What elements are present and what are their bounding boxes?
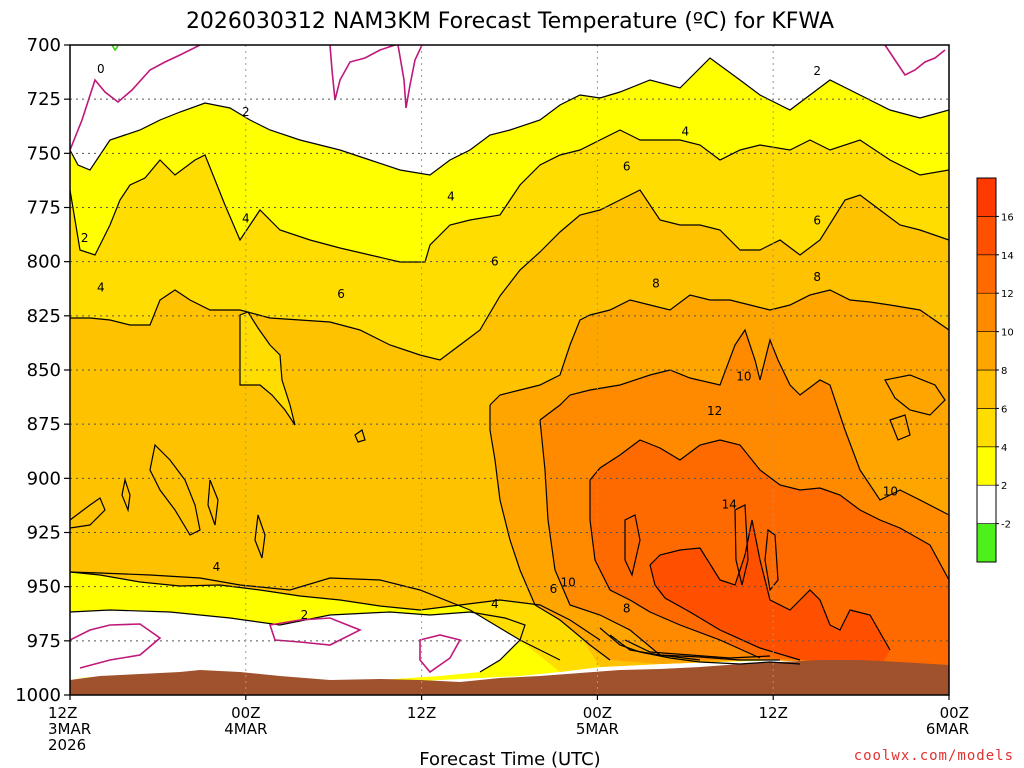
y-tick-label: 825 xyxy=(27,306,61,327)
x-tick-label: 4MAR xyxy=(224,720,267,738)
colorbar-swatch xyxy=(976,216,997,256)
x-axis-label: Forecast Time (UTC) xyxy=(419,749,600,768)
colorbar: -2 2 4 6 8 10 12 14 16 xyxy=(976,177,1014,563)
colorbar-swatch xyxy=(976,446,997,486)
colorbar-tick-label: 2 xyxy=(1001,481,1007,492)
contour-label: 8 xyxy=(813,270,821,284)
y-tick-label: 775 xyxy=(27,198,61,219)
contour-label: 0 xyxy=(97,62,105,76)
field-4-6-island xyxy=(240,312,295,425)
y-tick-label: 975 xyxy=(27,631,61,652)
contour-label: 4 xyxy=(681,125,689,139)
colorbar-swatch xyxy=(976,523,997,563)
colorbar-swatch xyxy=(976,484,997,524)
x-tick-label: 12Z xyxy=(759,704,788,722)
y-tick-label: 725 xyxy=(27,89,61,110)
contour-label: 2 xyxy=(813,64,821,78)
colorbar-tick-label: 8 xyxy=(1001,366,1007,377)
x-tick-label: 00Z xyxy=(940,704,969,722)
colorbar-tick-label: 14 xyxy=(1001,251,1014,262)
y-tick-label: 875 xyxy=(27,414,61,435)
x-tick-label: 6MAR xyxy=(926,720,969,738)
contour-label: 4 xyxy=(213,560,221,574)
colorbar-tick-label: 4 xyxy=(1001,443,1007,454)
y-tick-label: 900 xyxy=(27,468,61,489)
colorbar-swatch xyxy=(976,254,997,294)
x-tick-label: 5MAR xyxy=(576,720,619,738)
contour-label: 10 xyxy=(736,370,751,384)
field-white-bottom xyxy=(70,610,525,680)
colorbar-swatch xyxy=(976,177,997,217)
x-tick-label: 12Z xyxy=(48,704,77,722)
contour-label: 6 xyxy=(550,582,558,596)
x-tick-label: 00Z xyxy=(583,704,612,722)
colorbar-swatch xyxy=(976,408,997,448)
y-tick-label: 700 xyxy=(27,35,61,56)
x-tick-label: 2026 xyxy=(48,736,86,754)
y-axis: 700 725 750 775 800 825 850 875 900 925 950 975 1000 xyxy=(15,35,70,706)
credit-text: coolwx.com/models xyxy=(854,748,1014,764)
colorbar-tick-label: -2 xyxy=(1001,520,1011,531)
contour-label: 6 xyxy=(813,214,821,228)
freezing-line xyxy=(70,45,946,674)
contour-label: 8 xyxy=(652,276,660,290)
colorbar-tick-label: 6 xyxy=(1001,404,1007,415)
x-tick-label: 3MAR xyxy=(48,720,91,738)
contour-label: 6 xyxy=(491,255,499,269)
colorbar-swatch xyxy=(976,331,997,371)
colorbar-tick-label: 10 xyxy=(1001,328,1014,339)
contour-label: 6 xyxy=(623,159,631,173)
contour-label: 2 xyxy=(81,231,89,245)
colorbar-swatch xyxy=(976,369,997,409)
contour-label: 10 xyxy=(560,575,575,589)
y-tick-label: 950 xyxy=(27,577,61,598)
y-tick-label: 750 xyxy=(27,143,61,164)
x-tick-label: 00Z xyxy=(231,704,260,722)
terrain xyxy=(70,660,949,695)
y-tick-label: 925 xyxy=(27,523,61,544)
contour-label: 2 xyxy=(301,608,309,622)
contour-label: 2 xyxy=(242,105,250,119)
colorbar-swatch xyxy=(976,292,997,332)
contour-label: 6 xyxy=(337,287,345,301)
contour-label: 4 xyxy=(97,281,105,295)
field-14-16 xyxy=(650,520,890,668)
colorbar-tick-label: 16 xyxy=(1001,212,1014,223)
y-tick-label: 800 xyxy=(27,252,61,273)
y-tick-label: 850 xyxy=(27,360,61,381)
colorbar-tick-label: 12 xyxy=(1001,289,1014,300)
contour-label: 14 xyxy=(722,497,737,511)
contour-label: 12 xyxy=(707,404,722,418)
isotherm-lines xyxy=(70,57,949,673)
chart-title: 2026030312 NAM3KM Forecast Temperature (… xyxy=(186,9,834,34)
contour-label: 4 xyxy=(447,190,455,204)
field-12-14 xyxy=(590,440,949,668)
contour-label: 4 xyxy=(491,597,499,611)
y-tick-label: 1000 xyxy=(15,685,61,706)
contour-label: 4 xyxy=(242,211,250,225)
x-tick-label: 12Z xyxy=(407,704,436,722)
contour-label: 8 xyxy=(623,601,631,615)
grid xyxy=(70,45,949,695)
contour-label: 10 xyxy=(883,484,898,498)
